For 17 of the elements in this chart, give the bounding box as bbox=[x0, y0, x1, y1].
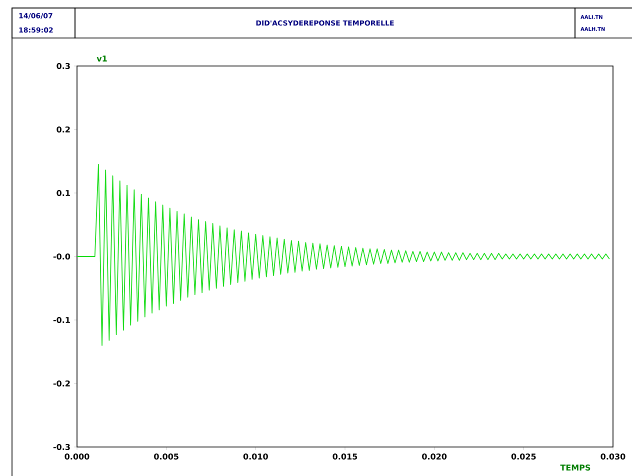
x-tick-label: 0.000 bbox=[64, 454, 90, 460]
y-tick-label: 0.1 bbox=[56, 190, 70, 196]
x-tick-label: 0.015 bbox=[332, 454, 358, 460]
y-tick-label: 0.2 bbox=[56, 126, 70, 133]
line-series bbox=[77, 164, 610, 346]
y-tick-label: -0.3 bbox=[53, 444, 70, 450]
y-tick-label: -0.1 bbox=[53, 316, 70, 324]
y-axis-title: v1 bbox=[96, 56, 107, 62]
y-tick-label: -0.0 bbox=[53, 253, 70, 260]
x-axis-title: TEMPS bbox=[560, 464, 590, 471]
x-tick-label: 0.030 bbox=[600, 454, 626, 460]
y-tick-label: -0.2 bbox=[53, 380, 70, 387]
x-tick-label: 0.010 bbox=[243, 454, 268, 460]
y-tick-label: 0.3 bbox=[56, 62, 70, 70]
x-tick-label: 0.025 bbox=[511, 454, 536, 460]
x-tick-label: 0.005 bbox=[154, 454, 178, 460]
x-tick-label: 0.020 bbox=[422, 454, 447, 460]
